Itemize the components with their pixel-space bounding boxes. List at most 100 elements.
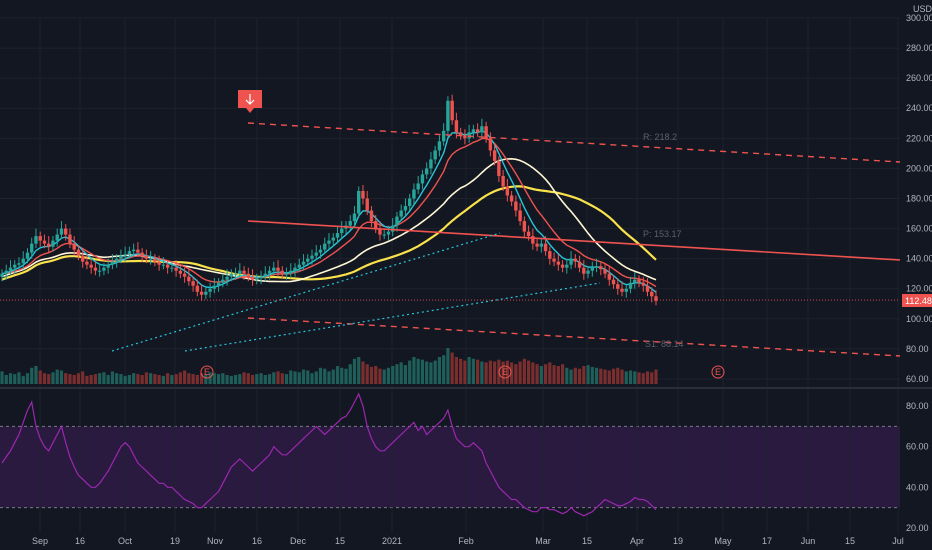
volume-bar — [582, 366, 586, 384]
volume-bar — [76, 373, 81, 384]
candle-body — [569, 258, 573, 265]
rsi-line — [1, 392, 657, 517]
candle-body — [633, 279, 637, 283]
volume-bar — [280, 373, 284, 384]
volume-bar — [399, 362, 403, 384]
candle-body — [212, 285, 217, 289]
candle-body — [301, 261, 306, 265]
candle-body — [492, 150, 497, 161]
candle-body — [641, 282, 645, 286]
volume-bar — [335, 366, 340, 384]
trend-line[interactable] — [247, 220, 901, 261]
volume-bar — [229, 375, 233, 384]
candle-body — [374, 221, 378, 229]
candle-body — [314, 252, 318, 256]
time-tick-label: 16 — [75, 536, 85, 546]
time-tick-label: Feb — [458, 536, 474, 546]
volume-bar — [115, 373, 119, 384]
rsi-axis[interactable]: 80.00 60.00 40.00 20.00 — [906, 401, 929, 533]
candle-body — [229, 273, 234, 277]
volume-bar — [140, 375, 144, 384]
candle-body — [59, 228, 64, 235]
volume-bar — [446, 348, 450, 384]
price-axis[interactable]: 300.00 280.00 260.00 240.00 220.00 200.00 180.… — [906, 13, 932, 384]
volume-bar — [314, 371, 318, 384]
candle-body — [403, 206, 408, 211]
currency-label: USD — [913, 4, 932, 14]
candle-body — [0, 273, 4, 277]
volume-layer — [0, 348, 658, 384]
volume-bar — [565, 367, 569, 384]
candle-body — [182, 273, 187, 277]
candle-body — [552, 258, 556, 262]
earnings-marker-2[interactable]: E — [498, 365, 512, 379]
candle-body — [267, 270, 272, 274]
time-tick-label: 17 — [762, 536, 772, 546]
volume-bar — [650, 372, 654, 384]
price-tick-label: 260.00 — [906, 73, 932, 83]
candle-body — [518, 210, 522, 222]
volume-bar — [369, 366, 374, 384]
price-tick-label: 280.00 — [906, 43, 932, 53]
candle-body — [340, 228, 344, 234]
time-tick-label: Dec — [290, 536, 307, 546]
volume-bar — [442, 355, 446, 384]
volume-bar — [34, 366, 38, 384]
candle-body — [42, 240, 47, 244]
candle-body — [407, 198, 412, 207]
alert-arrow-icon[interactable] — [238, 90, 262, 113]
volume-bar — [132, 373, 136, 384]
candle-body — [297, 264, 301, 268]
candle-body — [30, 243, 34, 253]
time-tick-label: Nov — [207, 536, 224, 546]
candle-body — [106, 264, 110, 268]
volume-bar — [136, 374, 140, 384]
resistance-channel-line[interactable] — [247, 122, 901, 163]
candle-body — [509, 195, 514, 202]
earnings-marker-3[interactable]: E — [711, 365, 725, 379]
candle-body — [386, 231, 391, 235]
volume-bar — [420, 359, 425, 384]
volume-bar — [395, 364, 399, 384]
volume-bar — [569, 369, 573, 384]
volume-bar — [599, 368, 603, 384]
volume-bar — [250, 375, 255, 384]
time-axis[interactable]: Sep 16 Oct 19 Nov 16 Dec 15 2021 Feb Mar 15 Apr 19 May… — [32, 536, 904, 546]
volume-bar — [327, 371, 331, 384]
volume-bar — [552, 365, 556, 384]
candle-body — [335, 233, 340, 238]
volume-bar — [348, 364, 352, 384]
price-tick-label: 240.00 — [906, 103, 932, 113]
price-tick-label: 60.00 — [906, 374, 929, 384]
time-tick-label: 19 — [170, 536, 180, 546]
candles-layer — [0, 94, 658, 306]
rsi-tick-label: 80.00 — [906, 401, 929, 411]
resistance-label: R: 218.2 — [643, 132, 677, 142]
volume-bar — [93, 374, 98, 384]
volume-bar — [106, 375, 110, 384]
time-tick-label: 19 — [673, 536, 683, 546]
volume-bar — [191, 374, 195, 384]
volume-bar — [0, 371, 4, 384]
support-channel-line[interactable] — [247, 317, 901, 357]
volume-bar — [301, 369, 306, 384]
candle-body — [165, 264, 170, 268]
volume-bar — [199, 373, 204, 384]
candle-body — [514, 201, 518, 211]
volume-bar — [246, 373, 250, 384]
candle-body — [463, 135, 467, 139]
candle-body — [204, 291, 208, 295]
earnings-marker-1[interactable]: E — [200, 365, 214, 379]
rsi-tick-label: 20.00 — [906, 523, 929, 533]
time-tick-label: 15 — [335, 536, 345, 546]
candle-body — [293, 267, 297, 271]
volume-bar — [501, 361, 505, 384]
candle-body — [450, 100, 454, 121]
candle-body — [174, 267, 178, 271]
cyan-dotted-trendline[interactable] — [184, 282, 601, 352]
volume-bar — [459, 358, 463, 384]
candle-body — [497, 160, 501, 176]
volume-bar — [204, 374, 208, 384]
candle-body — [531, 236, 535, 244]
